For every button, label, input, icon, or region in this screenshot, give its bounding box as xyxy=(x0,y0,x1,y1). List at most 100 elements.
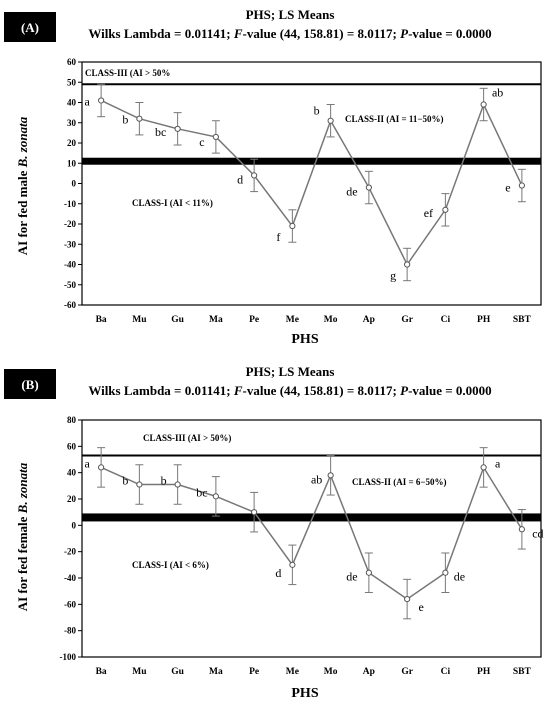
panel-a-group-letter: de xyxy=(346,185,357,199)
panel-a-point-mo xyxy=(327,117,334,124)
panel-a-group-letter: ef xyxy=(424,206,433,220)
panel-a-ytick-label: -30 xyxy=(64,239,76,249)
panel-a-group-letter: b xyxy=(122,113,128,127)
panel-a-class3-label: CLASS-III (AI > 50% xyxy=(85,68,170,78)
panel-a-ytick-label: -10 xyxy=(64,199,76,209)
panel-b-point-gu xyxy=(174,481,181,488)
panel-b-xtick-label-ph: PH xyxy=(477,667,491,677)
panel-a-class2-label: CLASS-II (AI = 11−50%) xyxy=(345,114,444,124)
panel-b-point-gr xyxy=(404,595,411,603)
panel-b-ytick-label: -100 xyxy=(60,652,77,662)
panel-a-ytick-label: 30 xyxy=(67,118,77,128)
panel-a-title: PHS; LS Means xyxy=(246,7,335,22)
panel-b-stats: Wilks Lambda = 0.01141; F-value (44, 158… xyxy=(88,383,491,398)
panel-b-xtick-label-gr: Gr xyxy=(401,667,413,677)
panel-a-group-letter: d xyxy=(237,172,243,186)
panel-a-ylabel: AI for fed male B. zonata xyxy=(15,116,30,255)
panel-a-xtick-label-pe: Pe xyxy=(249,315,259,325)
panel-a-point-mu xyxy=(136,115,143,122)
panel-a-point-ci xyxy=(442,206,449,213)
panel-a-group-letter: e xyxy=(505,181,510,195)
panel-b-ytick-label: 60 xyxy=(67,441,77,451)
panel-b-ylabel: AI for fed female B. zonata xyxy=(15,462,30,611)
panel-a-ytick-label: -60 xyxy=(64,300,76,310)
panel-a-class1-threshold-band xyxy=(82,157,541,165)
panel-b-xtick-label-gu: Gu xyxy=(171,667,184,677)
panel-a-xtick-label-ba: Ba xyxy=(96,315,107,325)
panel-b-ytick-label: 80 xyxy=(67,415,77,425)
panel-b-xtick-label-mo: Mo xyxy=(324,667,338,677)
panel-b-xtick-label-ma: Ma xyxy=(209,667,223,677)
panel-a-group-letter: c xyxy=(199,135,204,149)
panel-a-group-letter: ab xyxy=(492,86,503,100)
panel-b-point-ci xyxy=(442,569,449,576)
panel-a-ytick-label: 0 xyxy=(72,179,77,189)
panel-b-xtick-label-me: Me xyxy=(286,667,299,677)
panel-a-point-ap xyxy=(365,184,372,191)
panel-b-ytick-label: -40 xyxy=(64,573,76,583)
panel-b-group-letter: e xyxy=(418,600,423,614)
panel-a-group-letter: b xyxy=(314,104,320,118)
panel-b-ytick-label: 0 xyxy=(72,520,77,530)
panel-a-plot-frame xyxy=(81,61,542,306)
panel-a-point-pe xyxy=(251,172,258,179)
panel-a-letter: (A) xyxy=(21,20,39,35)
panel-a-xtick-label-gu: Gu xyxy=(171,315,184,325)
panel-a-ytick-label: -50 xyxy=(64,280,76,290)
panel-b-point-ma xyxy=(212,493,219,500)
panel-b-ytick-label: -80 xyxy=(64,626,76,636)
panel-b-plot: CLASS-III (AI > 50%) CLASS-II (AI = 6−50%… xyxy=(60,415,544,677)
panel-b-class2-label: CLASS-II (AI = 6−50%) xyxy=(352,477,447,487)
panel-b-xlabel: PHS xyxy=(291,686,318,701)
panel-a-group-letter: a xyxy=(84,94,90,108)
panel-b-xtick-label-pe: Pe xyxy=(249,667,259,677)
panel-b-xtick-label-ba: Ba xyxy=(96,667,107,677)
panel-b-group-letter: de xyxy=(454,570,465,584)
panel-a-point-ma xyxy=(212,133,219,141)
panel-a-ytick-label: -20 xyxy=(64,219,76,229)
panel-b-series-line xyxy=(100,465,523,600)
panel-b-xtick-label-ap: Ap xyxy=(363,667,375,677)
panel-a-group-letter: g xyxy=(390,269,396,283)
panel-b-point-ap xyxy=(365,569,372,576)
panel-b-group-letter: a xyxy=(84,456,90,470)
panel-a-ytick-label: -40 xyxy=(64,260,76,270)
panel-b-point-sbt xyxy=(518,526,525,533)
panel-b-letter: (B) xyxy=(21,377,38,392)
panel-b-letter-box xyxy=(4,369,56,399)
panel-a-point-sbt xyxy=(518,182,525,189)
panel-a-xtick-label-mu: Mu xyxy=(132,315,147,325)
panel-a-xtick-label-ci: Ci xyxy=(441,315,451,325)
panel-a-ytick-label: 60 xyxy=(67,57,77,67)
panel-a-ytick-label: 50 xyxy=(67,77,77,87)
panel-b-class1-label: CLASS-I (AI < 6%) xyxy=(132,560,209,570)
panel-a-point-ba xyxy=(98,97,105,104)
panel-b-group-letter: de xyxy=(346,570,357,584)
panel-a-xtick-label-ap: Ap xyxy=(363,315,375,325)
panel-b-group-letter: a xyxy=(495,456,501,470)
panel-b-ytick-label: 40 xyxy=(67,468,77,478)
panel-b-point-ba xyxy=(98,464,105,471)
panel-a-xtick-label-mo: Mo xyxy=(324,315,338,325)
panel-a-group-letter: f xyxy=(276,230,280,244)
panel-b-group-letter: cd xyxy=(532,526,543,540)
panel-b-point-me xyxy=(289,561,296,568)
panel-a-class1-label: CLASS-I (AI < 11%) xyxy=(132,198,213,208)
panel-a-plot: CLASS-III (AI > 50% CLASS-II (AI = 11−50%… xyxy=(64,57,542,325)
panel-b-title: PHS; LS Means xyxy=(246,364,335,379)
panel-a-xtick-label-ma: Ma xyxy=(209,315,223,325)
panel-a-ytick-label: 20 xyxy=(67,138,77,148)
panel-b-ytick-label: 20 xyxy=(67,494,77,504)
panel-a-ytick-label: 10 xyxy=(67,158,77,168)
panel-a-point-ph xyxy=(480,101,487,108)
panel-a-point-gr xyxy=(404,261,411,268)
panel-a-xlabel: PHS xyxy=(291,332,318,347)
panel-b-point-pe xyxy=(251,509,258,516)
panel-a-series-line xyxy=(100,99,523,266)
panel-b: (B) PHS; LS Means Wilks Lambda = 0.01141… xyxy=(4,364,544,701)
panel-b-ytick-label: -20 xyxy=(64,547,76,557)
panel-a-xtick-label-me: Me xyxy=(286,315,299,325)
panel-a-point-me xyxy=(289,222,296,230)
panel-b-group-letter: d xyxy=(275,566,281,580)
